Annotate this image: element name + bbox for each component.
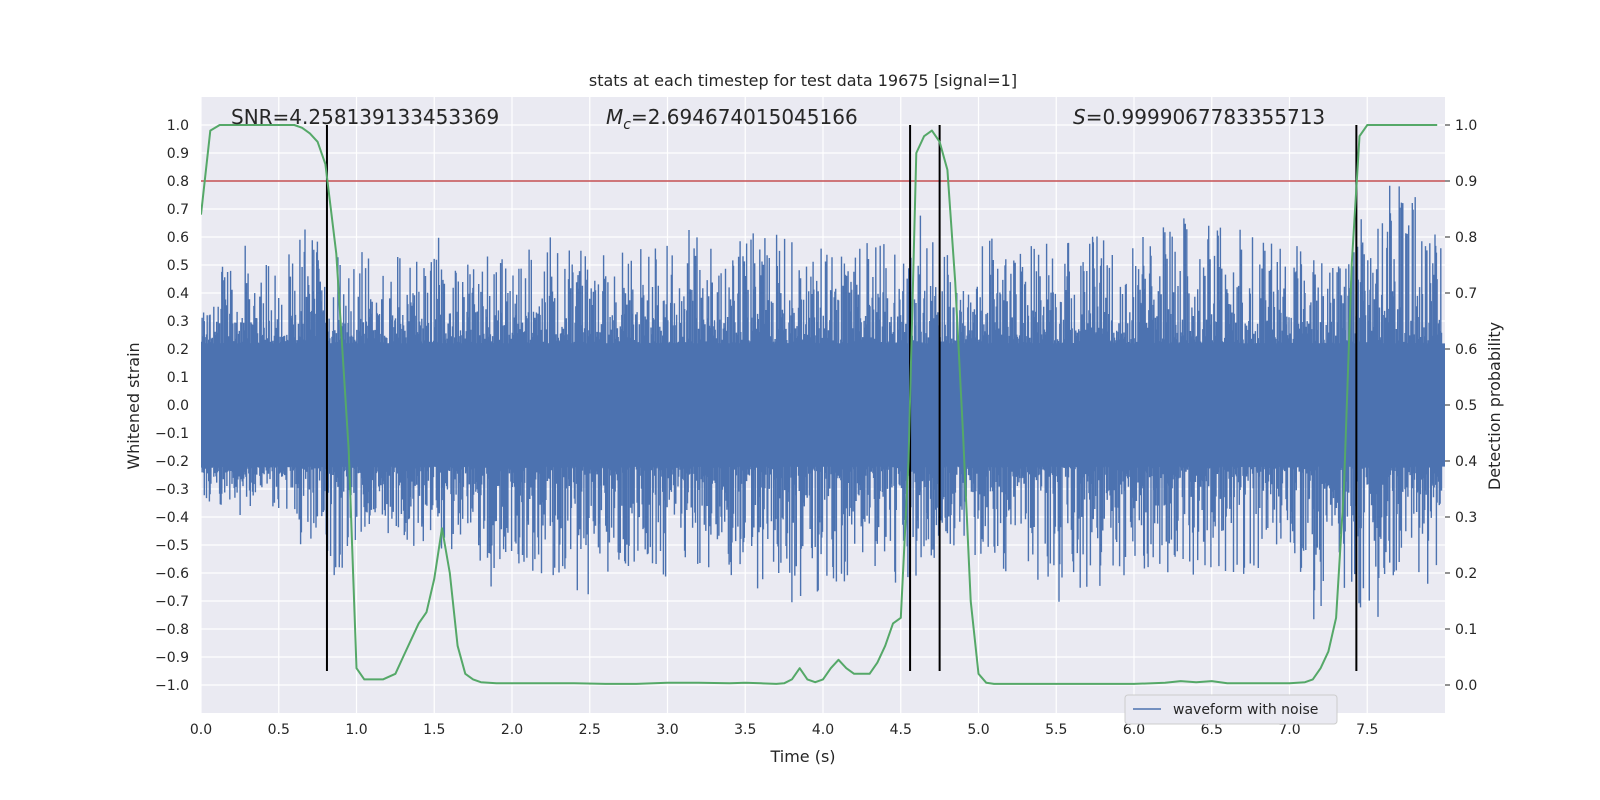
x-tick-label: 2.0 xyxy=(501,722,523,738)
x-axis-label: Time (s) xyxy=(769,747,835,766)
s-value: =0.9999067783355713 xyxy=(1086,105,1325,129)
x-tick-label: 0.5 xyxy=(268,722,290,738)
y2-tick-label: 0.8 xyxy=(1455,230,1477,246)
y-tick-label: −0.3 xyxy=(155,482,189,498)
x-tick-label: 7.0 xyxy=(1278,722,1300,738)
y2-tick-label: 0.4 xyxy=(1455,454,1477,470)
x-tick-label: 1.0 xyxy=(345,722,367,738)
y-tick-label: −0.6 xyxy=(155,566,189,582)
y-tick-label: −0.8 xyxy=(155,622,189,638)
y-tick-label: 0.6 xyxy=(167,230,189,246)
y-axis-label: Whitened strain xyxy=(124,342,143,469)
y-tick-label: −0.4 xyxy=(155,510,189,526)
y-tick-label: 0.0 xyxy=(167,398,189,414)
probability-series xyxy=(201,124,1438,685)
x-tick-label: 1.5 xyxy=(423,722,445,738)
chart-title: stats at each timestep for test data 196… xyxy=(589,71,1017,90)
x-tick-label: 7.5 xyxy=(1356,722,1378,738)
y2-tick-label: 0.2 xyxy=(1455,566,1477,582)
y-tick-label: −1.0 xyxy=(155,678,189,694)
y2-tick-label: 0.7 xyxy=(1455,286,1477,302)
legend-box xyxy=(1124,694,1338,725)
s-symbol: S xyxy=(1073,105,1086,129)
y-tick-label: 0.9 xyxy=(167,146,189,162)
y-tick-label: 0.8 xyxy=(167,174,189,190)
y2-tick-label: 0.0 xyxy=(1455,678,1477,694)
y2-tick-label: 0.1 xyxy=(1455,622,1477,638)
y2-tick-label: 1.0 xyxy=(1455,118,1477,134)
s-annotation: S=0.9999067783355713 xyxy=(1073,105,1325,129)
x-tick-label: 3.5 xyxy=(734,722,756,738)
mc-value: =2.694674015045166 xyxy=(631,105,858,129)
y2-tick-label: 0.6 xyxy=(1455,342,1477,358)
probability-line xyxy=(201,124,1438,685)
x-tick-label: 0.0 xyxy=(190,722,212,738)
legend-entry: waveform with noise xyxy=(1173,702,1318,718)
y-tick-label: 0.1 xyxy=(167,370,189,386)
snr-annotation: SNR=4.258139133453369 xyxy=(231,105,499,129)
y-tick-label: 0.5 xyxy=(167,258,189,274)
y2-tick-label: 0.9 xyxy=(1455,174,1477,190)
y-tick-label: 0.2 xyxy=(167,342,189,358)
x-tick-label: 6.5 xyxy=(1201,722,1223,738)
y2-tick-label: 0.3 xyxy=(1455,510,1477,526)
legend: waveform with noise xyxy=(1124,694,1338,725)
mc-annotation: Mc=2.694674015045166 xyxy=(606,105,858,133)
y-tick-label: −0.5 xyxy=(155,538,189,554)
x-tick-label: 2.5 xyxy=(579,722,601,738)
y2-tick-label: 0.5 xyxy=(1455,398,1477,414)
waveform-series xyxy=(201,185,1445,620)
y-tick-label: 0.3 xyxy=(167,314,189,330)
y2-axis-label: Detection probability xyxy=(1485,322,1504,490)
mc-symbol: M xyxy=(606,105,623,129)
waveform-line xyxy=(201,185,1443,620)
x-tick-label: 3.0 xyxy=(656,722,678,738)
y-tick-label: 0.4 xyxy=(167,286,189,302)
x-tick-label: 5.0 xyxy=(967,722,989,738)
y-tick-label: −0.2 xyxy=(155,454,189,470)
mc-subscript: c xyxy=(623,117,631,133)
y-tick-label: −0.1 xyxy=(155,426,189,442)
x-tick-label: 4.5 xyxy=(890,722,912,738)
x-axis-ticks: 0.0 0.5 1.0 1.5 2.0 2.5 3.0 3.5 4.0 4.5 5.0 5.5 6.0 6… xyxy=(190,722,1379,738)
y-tick-label: −0.7 xyxy=(155,594,189,610)
y-tick-label: −0.9 xyxy=(155,650,189,666)
y-axis-ticks: −1.0 −0.9 −0.8 −0.7 −0.6 −0.5 −0.4 −0.3 −0.2 −0.1… xyxy=(155,118,189,694)
x-tick-label: 6.0 xyxy=(1123,722,1145,738)
y-tick-label: 1.0 xyxy=(167,118,189,134)
y-tick-label: 0.7 xyxy=(167,202,189,218)
x-tick-label: 5.5 xyxy=(1045,722,1067,738)
y2-axis-ticks: 0.0 0.1 0.2 0.3 0.4 0.5 0.6 0.7 0.8 0.9 1.0 xyxy=(1445,118,1477,694)
x-tick-label: 4.0 xyxy=(812,722,834,738)
